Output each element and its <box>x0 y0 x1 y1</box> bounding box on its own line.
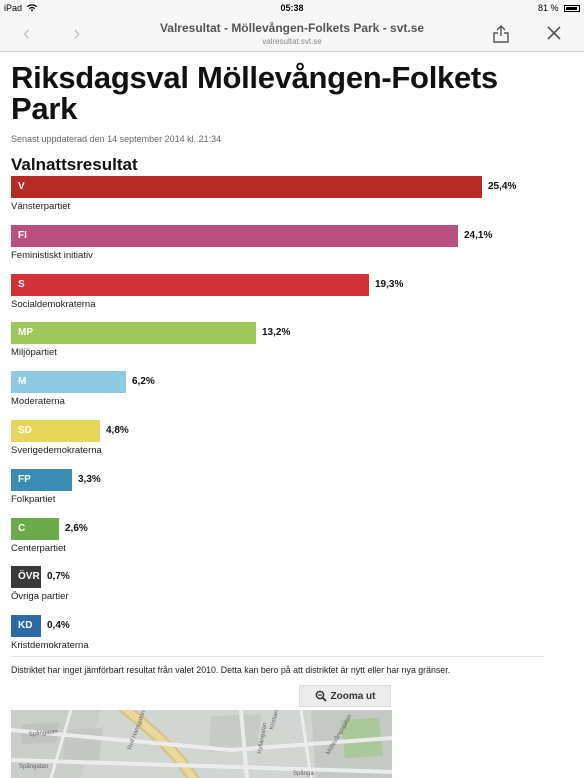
party-result-row: S 19,3% Socialdemokraterna <box>11 273 571 323</box>
page-title: Riksdagsval Möllevången-Folkets Park <box>11 60 498 126</box>
zoom-out-icon <box>315 690 327 702</box>
party-percent: 24,1% <box>464 229 493 241</box>
party-percent: 4,8% <box>106 424 129 436</box>
map-street-label: Spångatan <box>28 728 58 738</box>
clock: 05:38 <box>280 3 304 13</box>
browser-toolbar: ‹ › Valresultat - Möllevången-Folkets Pa… <box>0 16 584 52</box>
party-name: Moderaterna <box>11 396 65 408</box>
party-result-row: KD 0,4% Kristdemokraterna <box>11 615 571 664</box>
close-icon[interactable] <box>544 23 564 43</box>
party-abbreviation: V <box>18 181 25 192</box>
party-result-row: FP 3,3% Folkpartiet <box>11 468 571 518</box>
party-result-row: V 25,4% Vänsterpartiet <box>11 176 571 225</box>
party-result-row: M 6,2% Moderaterna <box>11 371 571 420</box>
party-name: Centerpartiet <box>11 542 66 554</box>
party-name: Folkpartiet <box>11 493 56 505</box>
last-updated: Senast uppdaterad den 14 september 2014 … <box>11 134 222 144</box>
party-result-row: SD 4,8% Sverigedemokraterna <box>11 419 571 469</box>
map-street-label: Spångatan <box>19 763 48 770</box>
chevron-left-icon[interactable]: ‹ <box>23 20 31 45</box>
party-abbreviation: ÖVR <box>18 571 40 583</box>
party-bar: M <box>11 371 126 394</box>
party-percent: 25,4% <box>488 181 517 192</box>
party-name: Socialdemokraterna <box>11 298 96 310</box>
party-abbreviation: FI <box>18 229 27 241</box>
party-percent: 3,3% <box>78 473 101 485</box>
district-map[interactable]: Spångatan Spångatan Rolf Hansgatan Hyllä… <box>11 710 392 778</box>
party-bar: KD <box>11 615 41 638</box>
device-name: iPad <box>4 3 23 13</box>
party-result-row: FI 24,1% Feministiskt initiativ <box>11 224 571 274</box>
comparison-note: Distriktet har inget jämförbart resultat… <box>11 665 451 675</box>
party-percent: 13,2% <box>262 327 291 339</box>
party-abbreviation: KD <box>18 620 33 632</box>
party-bar: V <box>11 176 482 198</box>
party-percent: 6,2% <box>132 376 155 388</box>
party-name: Miljöpartiet <box>11 347 57 359</box>
share-icon[interactable] <box>491 24 511 44</box>
party-bar: FP <box>11 468 72 491</box>
party-name: Feministiskt initiativ <box>11 249 93 261</box>
party-result-row: MP 13,2% Miljöpartiet <box>11 322 571 371</box>
party-bar: SD <box>11 419 100 442</box>
party-name: Övriga partier <box>11 591 69 603</box>
map-street-label: Hyllängatan <box>257 722 268 754</box>
party-result-row: ÖVR 0,7% Övriga partier <box>11 566 571 615</box>
map-street-label: Spånga <box>293 770 314 777</box>
party-bar: MP <box>11 322 256 345</box>
divider <box>11 656 544 657</box>
party-name: Sverigedemokraterna <box>11 444 102 456</box>
party-bar: S <box>11 273 369 296</box>
party-abbreviation: C <box>18 522 26 534</box>
party-abbreviation: SD <box>18 424 32 436</box>
chevron-right-icon[interactable]: › <box>73 20 81 45</box>
party-name: Vänsterpartiet <box>11 201 71 212</box>
party-percent: 0,7% <box>47 571 70 583</box>
section-title: Valnattsresultat <box>11 155 138 174</box>
party-percent: 0,4% <box>47 620 70 632</box>
address-bar[interactable]: valresultat.svt.se <box>262 37 322 46</box>
party-bar: C <box>11 517 59 540</box>
party-abbreviation: FP <box>18 473 31 485</box>
zoom-out-button[interactable]: Zooma ut <box>299 685 391 707</box>
status-bar: iPad 05:38 81 % <box>0 0 584 16</box>
party-percent: 19,3% <box>375 278 404 290</box>
results-bar-list: V 25,4% Vänsterpartiet FI 24,1% Feministiskt … <box>11 176 571 664</box>
party-bar: ÖVR <box>11 566 41 589</box>
party-abbreviation: MP <box>18 327 33 339</box>
zoom-out-label: Zooma ut <box>330 690 376 702</box>
battery-icon <box>564 5 580 12</box>
main-content: Riksdagsval Möllevången-Folkets Park Sen… <box>11 52 571 664</box>
party-result-row: C 2,6% Centerpartiet <box>11 517 571 567</box>
map-graphic: Spångatan Spångatan Rolf Hansgatan Hyllä… <box>11 710 392 778</box>
browser-page-title: Valresultat - Möllevången-Folkets Park -… <box>159 21 425 35</box>
party-abbreviation: S <box>18 278 25 290</box>
party-bar: FI <box>11 224 458 247</box>
wifi-icon <box>26 4 37 12</box>
party-percent: 2,6% <box>65 522 88 534</box>
party-name: Kristdemokraterna <box>11 640 89 652</box>
party-abbreviation: M <box>18 376 27 388</box>
battery-percent: 81 % <box>537 3 559 13</box>
